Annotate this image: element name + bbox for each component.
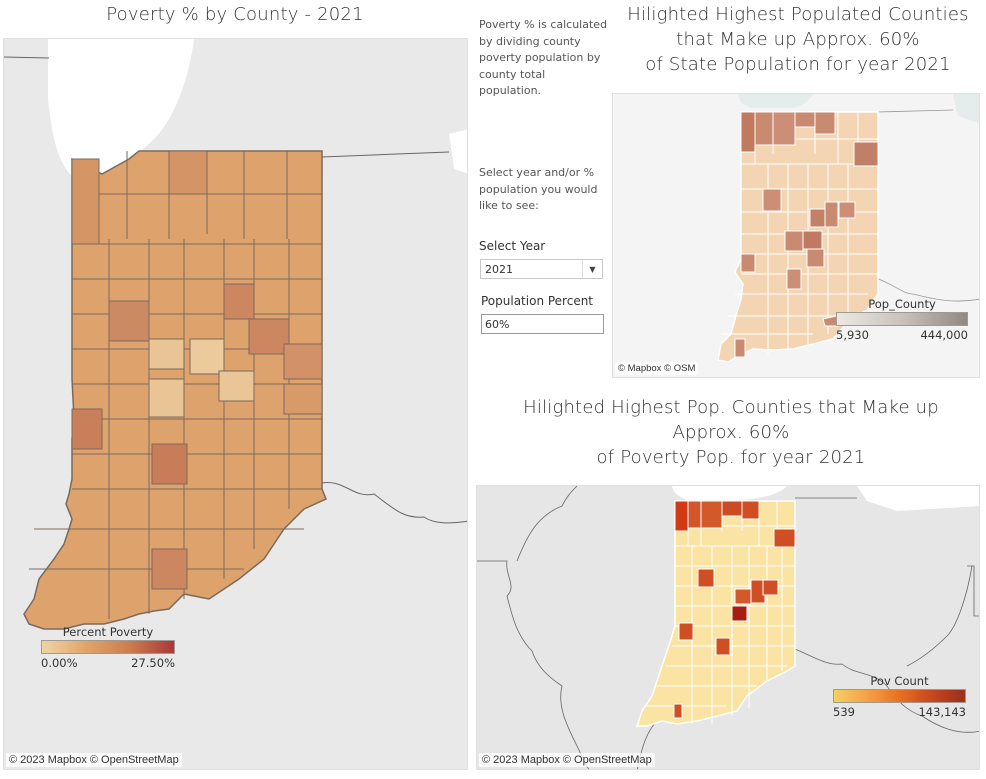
pov-count-legend: Pov Count 539 143,143 (833, 674, 966, 719)
legend-color-ramp (41, 640, 175, 654)
title-line-2: that Make up Approx. 60% (676, 29, 920, 50)
title-line-1: Hilighted Highest Populated Counties (627, 4, 969, 25)
select-year-value: 2021 (485, 262, 513, 276)
legend-color-ramp (836, 312, 968, 326)
select-year-label: Select Year (479, 239, 546, 253)
map-attribution[interactable]: © Mapbox © OSM (615, 362, 699, 375)
poverty-percent-map[interactable]: Percent Poverty 0.00% 27.50% © 2023 Mapb… (3, 38, 468, 770)
legend-max-label: 444,000 (920, 328, 968, 342)
legend-max-label: 143,143 (918, 705, 966, 719)
poverty-pop-map-canvas (477, 486, 979, 769)
percent-poverty-legend: Percent Poverty 0.00% 27.50% (41, 625, 175, 670)
population-percent-input[interactable]: 60% (481, 314, 604, 334)
legend-min-label: 0.00% (41, 656, 78, 670)
legend-title: Pov Count (870, 674, 929, 688)
selection-prompt: Select year and/or % population you woul… (479, 166, 598, 212)
state-population-map-title: Hilighted Highest Populated Counties tha… (610, 2, 986, 77)
legend-color-ramp (833, 689, 966, 703)
select-year-dropdown[interactable]: 2021 ▼ (480, 259, 603, 279)
population-map-canvas (717, 94, 979, 363)
poverty-population-map-title: Hilighted Highest Pop. Counties that Mak… (476, 395, 986, 470)
poverty-map-canvas (4, 39, 467, 630)
population-percent-label: Population Percent (481, 294, 594, 308)
title-line-2: Approx. 60% (672, 422, 790, 443)
legend-max-label: 27.50% (131, 656, 175, 670)
state-population-map[interactable]: Pop_County 5,930 444,000 © Mapbox © OSM (612, 93, 980, 378)
map-attribution[interactable]: © 2023 Mapbox © OpenStreetMap (6, 753, 182, 767)
dropdown-arrow-icon[interactable]: ▼ (582, 260, 602, 278)
title-line-3: of Poverty Pop. for year 2021 (596, 447, 866, 468)
poverty-map-title: Poverty % by County - 2021 (106, 4, 364, 25)
pop-county-legend: Pop_County 5,930 444,000 (836, 297, 968, 342)
legend-title: Percent Poverty (62, 625, 154, 639)
poverty-calculation-note: Poverty % is calculated by dividing coun… (479, 18, 608, 97)
legend-title: Pop_County (868, 297, 936, 311)
legend-min-label: 539 (833, 705, 855, 719)
title-line-3: of State Population for year 2021 (645, 54, 951, 75)
legend-min-label: 5,930 (836, 328, 869, 342)
title-line-1: Hilighted Highest Pop. Counties that Mak… (523, 397, 939, 418)
map-attribution[interactable]: © 2023 Mapbox © OpenStreetMap (479, 753, 655, 767)
poverty-population-map[interactable]: Pov Count 539 143,143 © 2023 Mapbox © Op… (476, 485, 980, 770)
